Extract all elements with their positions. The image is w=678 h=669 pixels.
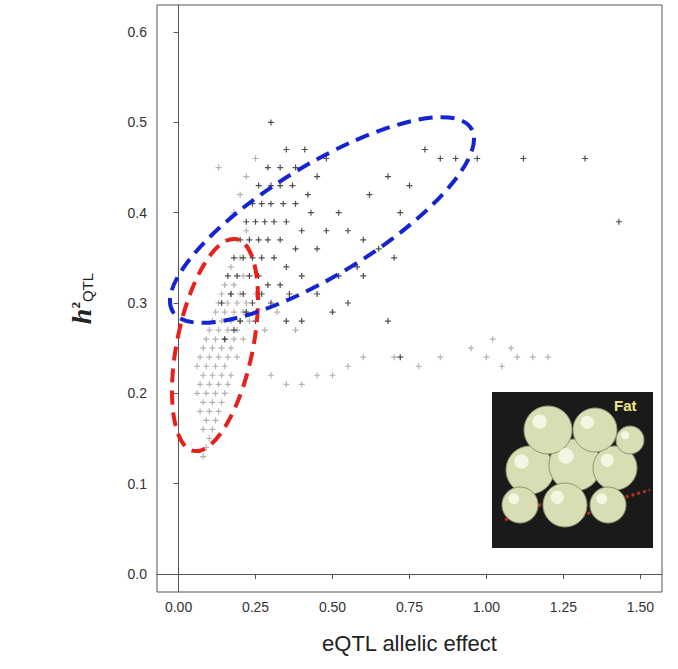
svg-text:0.75: 0.75: [396, 599, 423, 615]
svg-text:0.1: 0.1: [128, 476, 148, 492]
svg-text:0.5: 0.5: [128, 114, 148, 130]
svg-text:²: ²: [65, 302, 91, 309]
svg-text:0.3: 0.3: [128, 295, 148, 311]
svg-text:0.2: 0.2: [128, 385, 148, 401]
svg-text:eQTL allelic effect: eQTL allelic effect: [322, 631, 497, 656]
svg-text:0.6: 0.6: [128, 24, 148, 40]
svg-text:h: h: [66, 309, 97, 325]
svg-text:0.50: 0.50: [319, 599, 346, 615]
svg-text:1.25: 1.25: [550, 599, 577, 615]
svg-text:0.0: 0.0: [128, 566, 148, 582]
svg-text:Fat: Fat: [614, 397, 637, 414]
svg-text:0.4: 0.4: [128, 205, 148, 221]
svg-text:0.25: 0.25: [242, 599, 269, 615]
svg-text:1.00: 1.00: [473, 599, 500, 615]
svg-text:0.00: 0.00: [165, 599, 192, 615]
svg-text:1.50: 1.50: [627, 599, 654, 615]
svg-text:QTL: QTL: [79, 273, 96, 302]
